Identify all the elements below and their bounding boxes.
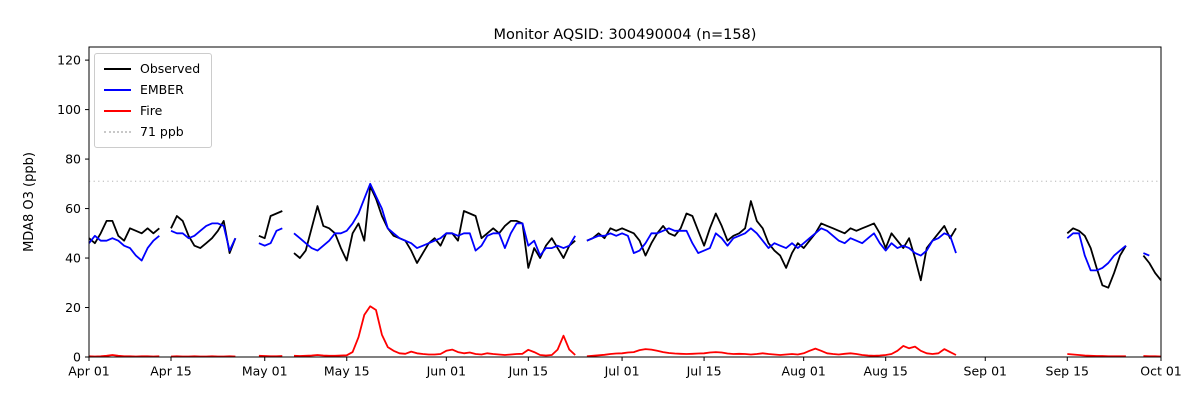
series-line-observed <box>88 185 1162 289</box>
legend-line-swatch <box>104 68 131 70</box>
legend-item-fire: Fire <box>104 103 200 119</box>
legend-label: Fire <box>140 102 163 118</box>
x-axis-tick-label: Sep 01 <box>964 364 1007 379</box>
chart-title: Monitor AQSID: 300490004 (n=158) <box>494 27 757 43</box>
legend-line-swatch <box>104 110 131 112</box>
y-axis-tick-label: 120 <box>57 52 81 67</box>
x-axis-tick-label: Aug 01 <box>782 364 826 379</box>
x-axis-tick-label: Apr 01 <box>68 364 110 379</box>
legend-item-observed: Observed <box>104 61 200 77</box>
y-axis-tick-label: 20 <box>65 300 81 315</box>
legend: Observed EMBER Fire 71 ppb <box>94 53 213 148</box>
y-axis-tick-label: 100 <box>57 102 81 117</box>
x-axis-tick-label: Oct 01 <box>1140 364 1182 379</box>
legend-item-ember: EMBER <box>104 82 200 98</box>
x-axis-tick-label: Jul 01 <box>604 364 640 379</box>
x-axis-tick-label: Aug 15 <box>864 364 908 379</box>
legend-label: 71 ppb <box>140 123 184 139</box>
series-line-ember <box>88 182 1150 272</box>
legend-line-swatch <box>104 89 131 91</box>
y-axis-tick-label: 0 <box>73 349 81 364</box>
y-axis-tick-label: 40 <box>65 250 81 265</box>
x-axis-tick-label: Jun 01 <box>426 364 466 379</box>
x-axis-tick-label: May 01 <box>242 364 288 379</box>
x-axis-tick-label: Jul 15 <box>686 364 722 379</box>
y-axis-tick-label: 60 <box>65 201 81 216</box>
series-line-fire <box>88 305 1162 358</box>
legend-label: Observed <box>140 60 201 76</box>
plot-frame <box>88 46 1162 358</box>
x-axis-tick-label: May 15 <box>324 364 370 379</box>
plot-area: Apr 01 Apr 15 May 01 May 15 Jun 01 Jun 15 Jul … <box>57 46 1182 379</box>
legend-line-swatch <box>104 131 131 133</box>
y-axis-label: MDA8 O3 (ppb) <box>22 152 37 252</box>
legend-item-71-ppb: 71 ppb <box>104 124 200 140</box>
x-axis-tick-label: Apr 15 <box>150 364 192 379</box>
legend-label: EMBER <box>140 81 184 97</box>
x-axis-tick-label: Sep 15 <box>1046 364 1089 379</box>
y-axis-tick-label: 80 <box>65 151 81 166</box>
x-axis-tick-label: Jun 15 <box>508 364 548 379</box>
